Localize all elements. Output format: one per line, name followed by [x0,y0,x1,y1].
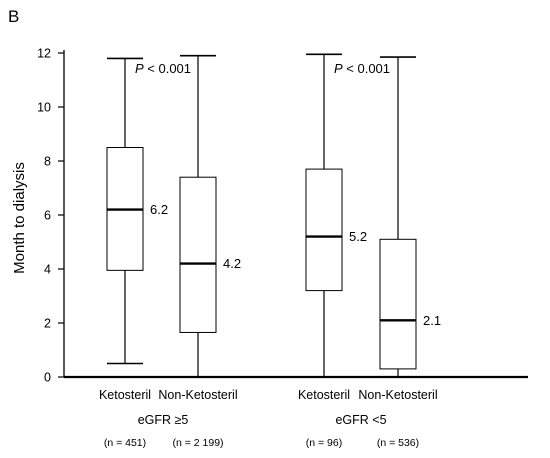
median-value-label: 4.2 [223,256,241,271]
y-tick-label: 4 [44,263,51,277]
group-label: eGFR ≥5 [138,413,189,427]
median-value-label: 2.1 [423,313,441,328]
sample-size-label: (n = 96) [306,437,342,449]
y-tick-label: 10 [37,101,51,115]
p-symbol: P [334,61,343,76]
category-label: Ketosteril [298,388,350,402]
panel-letter: B [8,7,19,26]
box-iqr [179,176,217,333]
p-symbol: P [135,61,144,76]
sample-size-label: (n = 2 199) [172,437,223,449]
group-label: eGFR <5 [335,413,386,427]
p-value: < 0.001 [343,61,390,76]
median-value-label: 5.2 [349,229,367,244]
box-iqr [379,238,417,370]
box-iqr [305,168,343,292]
median-value-label: 6.2 [150,202,168,217]
y-tick-label: 2 [44,317,51,331]
sample-size-label: (n = 536) [377,437,419,449]
sample-size-label: (n = 451) [104,437,146,449]
y-tick-label: 8 [44,155,51,169]
p-value-label: P < 0.001 [135,61,191,76]
p-value: < 0.001 [144,61,191,76]
y-tick-label: 6 [44,209,51,223]
y-tick-label: 12 [37,47,51,61]
p-value-label: P < 0.001 [334,61,390,76]
category-label: Non-Ketosteril [158,388,237,402]
category-label: Non-Ketosteril [358,388,437,402]
category-label: Ketosteril [99,388,151,402]
y-tick-label: 0 [44,371,51,385]
y-axis-title: Month to dialysis [11,162,28,274]
